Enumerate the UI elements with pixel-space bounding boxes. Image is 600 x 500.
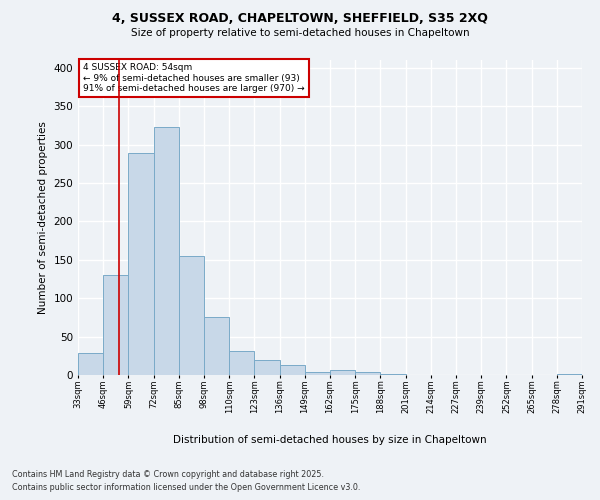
- Bar: [254, 360, 280, 375]
- Bar: [330, 370, 355, 375]
- Bar: [103, 275, 128, 375]
- Text: Contains HM Land Registry data © Crown copyright and database right 2025.: Contains HM Land Registry data © Crown c…: [12, 470, 324, 479]
- Bar: [557, 374, 582, 375]
- Text: Distribution of semi-detached houses by size in Chapeltown: Distribution of semi-detached houses by …: [173, 435, 487, 445]
- Bar: [154, 127, 179, 375]
- Bar: [280, 365, 305, 375]
- Bar: [179, 256, 204, 375]
- Bar: [305, 372, 330, 375]
- Text: Size of property relative to semi-detached houses in Chapeltown: Size of property relative to semi-detach…: [131, 28, 469, 38]
- Bar: [128, 153, 154, 375]
- Bar: [78, 354, 103, 375]
- Text: Contains public sector information licensed under the Open Government Licence v3: Contains public sector information licen…: [12, 482, 361, 492]
- Bar: [355, 372, 380, 375]
- Text: 4 SUSSEX ROAD: 54sqm
← 9% of semi-detached houses are smaller (93)
91% of semi-d: 4 SUSSEX ROAD: 54sqm ← 9% of semi-detach…: [83, 63, 305, 93]
- Y-axis label: Number of semi-detached properties: Number of semi-detached properties: [38, 121, 48, 314]
- Bar: [380, 374, 406, 375]
- Text: 4, SUSSEX ROAD, CHAPELTOWN, SHEFFIELD, S35 2XQ: 4, SUSSEX ROAD, CHAPELTOWN, SHEFFIELD, S…: [112, 12, 488, 26]
- Bar: [229, 351, 254, 375]
- Bar: [204, 316, 229, 375]
